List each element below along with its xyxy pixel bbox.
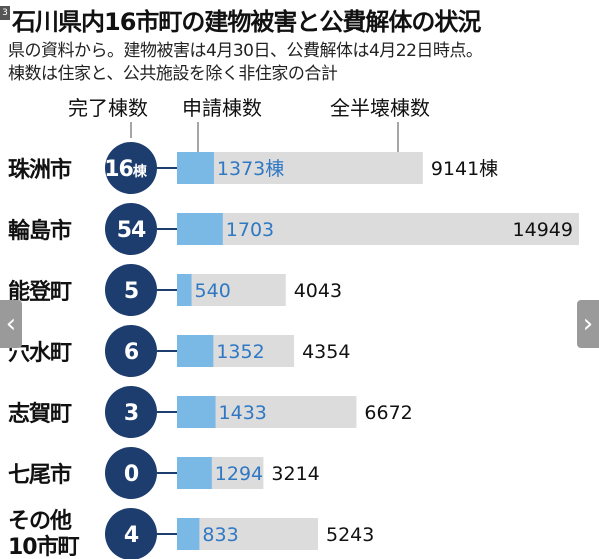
applied-value-label: 1373棟 xyxy=(217,158,284,180)
applied-value-label: 1352 xyxy=(216,341,264,363)
prev-arrow-icon[interactable]: ‹ xyxy=(0,300,22,348)
applied-bar xyxy=(177,152,214,184)
completed-value-label: 0 xyxy=(124,462,139,487)
completed-value-label: 16棟 xyxy=(104,157,148,182)
completed-value-label: 5 xyxy=(124,279,138,304)
applied-value-label: 540 xyxy=(195,280,231,302)
half-destroyed-bar xyxy=(177,274,286,306)
category-label: 輪島市 xyxy=(8,218,72,244)
completed-value: 5 xyxy=(124,279,138,304)
half-destroyed-value-label: 14949 xyxy=(513,219,573,241)
category-label: 珠洲市 xyxy=(8,157,72,183)
legend-completed-label: 完了棟数 xyxy=(68,96,148,120)
half-destroyed-value-label: 6672 xyxy=(364,402,412,424)
completed-circle xyxy=(105,142,157,194)
completed-value-label: 6 xyxy=(124,340,139,365)
half-destroyed-value-label: 4354 xyxy=(302,341,350,363)
chart-title: 石川県内16市町の建物被害と公費解体の状況 xyxy=(12,8,481,36)
half-destroyed-value-label: 4043 xyxy=(294,280,342,302)
applied-bar xyxy=(177,396,216,428)
completed-value: 0 xyxy=(124,462,139,487)
half-destroyed-value-label: 5243 xyxy=(326,524,374,546)
category-label-line: 七尾市 xyxy=(8,462,72,488)
page-badge: 3 xyxy=(0,6,10,20)
category-label-line: 珠洲市 xyxy=(8,157,72,183)
category-label: 志賀町 xyxy=(8,402,72,427)
completed-value: 3 xyxy=(124,401,138,426)
completed-circle xyxy=(105,264,157,316)
applied-bar xyxy=(177,274,192,306)
applied-bar xyxy=(177,518,200,550)
legend-half-destroyed-label: 全半壊棟数 xyxy=(330,96,430,120)
chart-subtitle-line1: 県の資料から。建物被害は4月30日、公費解体は4月22日時点。 xyxy=(8,41,483,61)
half-destroyed-bar xyxy=(177,518,318,550)
completed-value-label: 4 xyxy=(124,523,139,548)
completed-value: 54 xyxy=(117,218,146,243)
applied-bar xyxy=(177,335,214,367)
completed-circle xyxy=(105,447,157,499)
completed-unit: 棟 xyxy=(133,163,148,180)
half-destroyed-bar xyxy=(177,152,423,184)
category-label-line: 志賀町 xyxy=(8,402,72,427)
applied-value-label: 833 xyxy=(202,524,238,546)
completed-value-label: 3 xyxy=(124,401,138,426)
completed-circle xyxy=(105,203,157,255)
applied-value-label: 1433 xyxy=(219,402,267,424)
category-label-line: 10市町 xyxy=(8,534,80,559)
applied-bar xyxy=(177,213,223,245)
half-destroyed-bar xyxy=(177,213,579,245)
completed-circle xyxy=(105,325,157,377)
completed-circle xyxy=(105,386,157,438)
applied-value-label: 1294 xyxy=(215,463,263,485)
legend-applied-label: 申請棟数 xyxy=(182,96,262,120)
completed-value-label: 54 xyxy=(117,218,146,243)
chart-subtitle-line2: 棟数は住家と、公共施設を除く非住家の合計 xyxy=(8,64,338,84)
half-destroyed-value-label: 3214 xyxy=(271,463,319,485)
applied-value-label: 1703 xyxy=(226,219,274,241)
completed-value: 6 xyxy=(124,340,139,365)
category-label-line: その他 xyxy=(8,509,72,534)
completed-value: 4 xyxy=(124,523,139,548)
category-label: 七尾市 xyxy=(8,462,72,488)
applied-bar xyxy=(177,457,212,489)
category-label-line: 輪島市 xyxy=(8,218,72,244)
category-label: その他 10市町 xyxy=(8,509,80,559)
next-arrow-icon[interactable]: › xyxy=(577,300,599,348)
completed-circle xyxy=(105,508,157,559)
half-destroyed-value-label: 9141棟 xyxy=(431,158,498,180)
completed-value: 16 xyxy=(104,157,133,182)
